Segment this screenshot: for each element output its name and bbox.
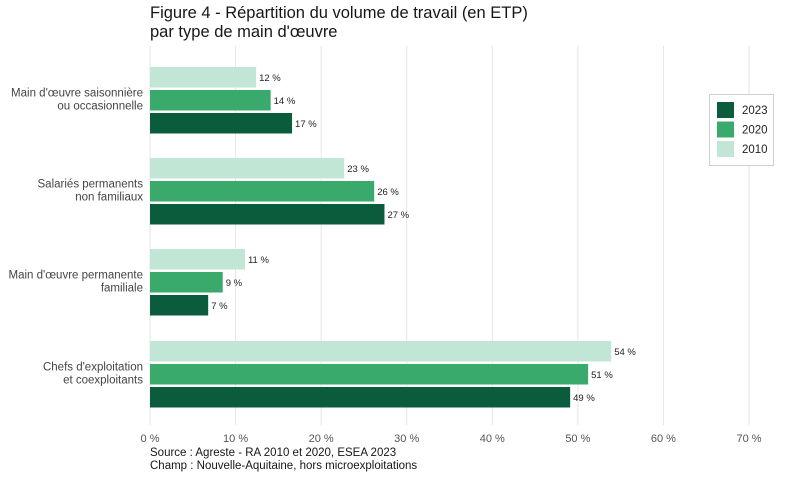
bar-2010 [150,249,245,270]
x-tick-label: 60 % [651,433,676,445]
x-tick-label: 0 % [141,433,160,445]
bar-2020 [150,90,271,111]
category-label: ou occasionnelle [57,101,143,113]
bar-2020 [150,181,375,202]
chart-title: Figure 4 - Répartition du volume de trav… [150,4,528,42]
x-tick-label: 70 % [736,433,761,445]
bar-2023 [150,387,571,408]
bar-2020 [150,364,589,385]
category-label: et coexploitants [63,375,143,387]
x-tick-label: 30 % [394,433,419,445]
x-tick-label: 10 % [223,433,248,445]
x-tick-label: 50 % [565,433,590,445]
bar-2023 [150,113,293,134]
data-label: 27 % [387,210,409,221]
category-label: Main d'œuvre permanente [8,270,143,282]
chart-footer: Source : Agreste - RA 2010 et 2020, ESEA… [150,447,417,473]
data-label: 9 % [226,278,243,289]
bars: 12 % 14 % 17 % 23 % 26 % 27 % 11 % 9 % 7 % 54 % 51… [150,67,636,408]
bar-2010 [150,67,257,88]
x-tick-label: 40 % [480,433,505,445]
x-tick-label: 20 % [309,433,334,445]
data-label: 12 % [259,73,281,84]
legend-label: 2020 [742,125,768,137]
legend-swatch-2010 [717,141,734,157]
legend-swatch-2023 [717,102,734,118]
legend-swatch-2020 [717,121,734,138]
data-label: 7 % [211,301,228,312]
category-label: familiale [101,283,143,295]
chart-title-line-1: Figure 4 - Répartition du volume de trav… [150,4,528,22]
chart-title-line-2: par type de main d'œuvre [150,23,338,41]
bar-2010 [150,158,345,179]
legend-label: 2023 [742,105,768,117]
data-label: 51 % [591,370,613,381]
bar-2020 [150,272,223,293]
data-label: 26 % [377,187,399,198]
data-label: 23 % [347,164,369,175]
data-label: 17 % [295,119,317,130]
category-label: non familiaux [75,192,143,204]
data-label: 11 % [248,255,270,266]
data-label: 49 % [573,393,595,404]
data-label: 54 % [614,347,636,358]
category-label: Chefs d'exploitation [43,362,143,374]
legend-label: 2010 [742,144,768,156]
x-axis-ticks: 0 % 10 % 20 % 30 % 40 % 50 % 60 % 70 % [141,433,762,445]
category-label: Main d'œuvre saisonnière [11,88,143,100]
data-label: 14 % [274,96,296,107]
bar-2010 [150,341,612,362]
category-label: Salariés permanents [38,179,144,191]
source-note: Source : Agreste - RA 2010 et 2020, ESEA… [150,447,397,459]
champ-note: Champ : Nouvelle-Aquitaine, hors microex… [150,460,418,472]
bar-2023 [150,295,209,316]
legend: 2023 2020 2010 [709,94,774,166]
bar-2023 [150,204,385,225]
